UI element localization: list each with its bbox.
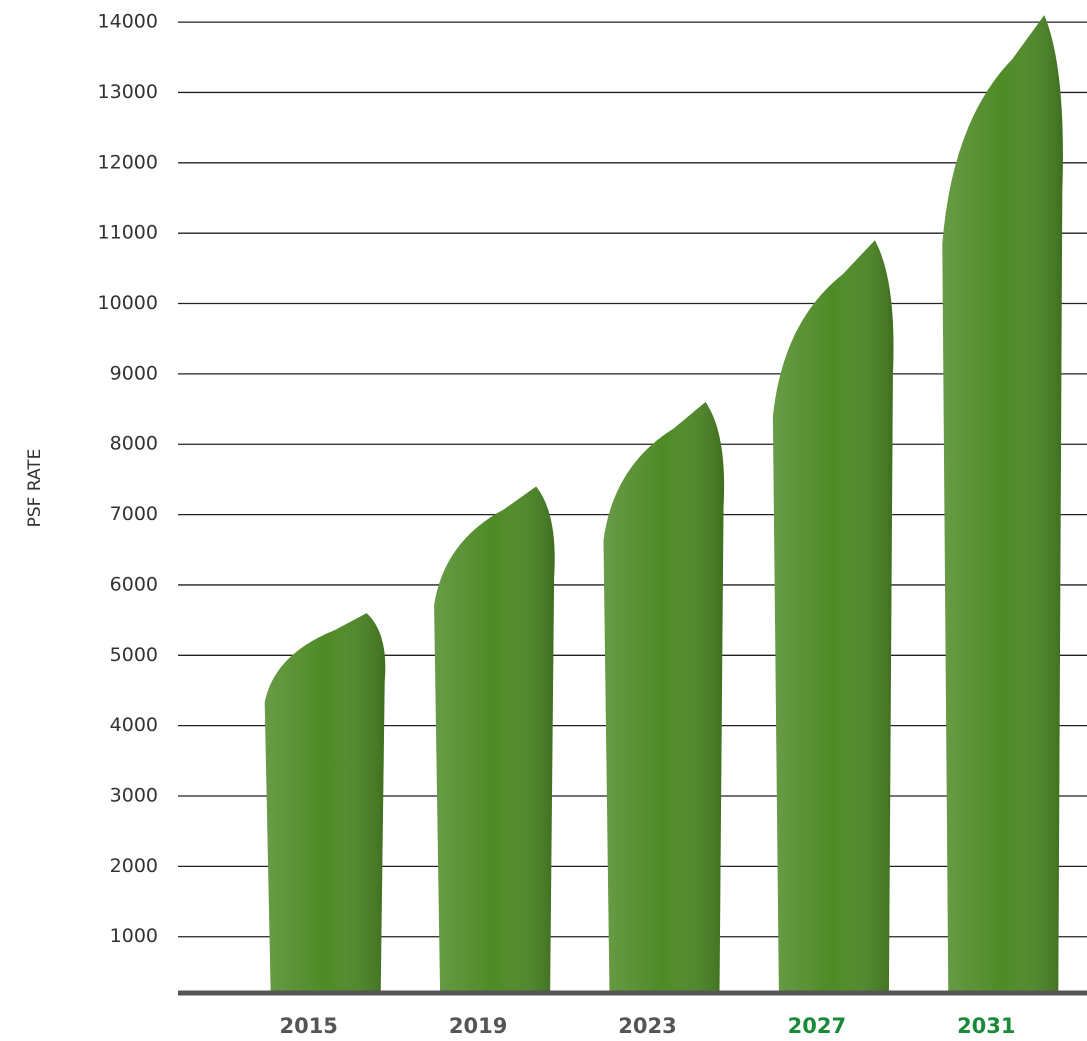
y-tick-label: 2000: [110, 855, 158, 877]
y-tick-label: 10000: [98, 292, 158, 314]
x-tick-label: 2023: [618, 1014, 676, 1038]
bar-shade: [264, 613, 386, 993]
y-tick-label: 13000: [98, 81, 158, 103]
bar-shade: [772, 240, 894, 993]
bar-shade: [434, 486, 555, 993]
bar-shade: [603, 402, 725, 994]
x-tick-label: 2019: [449, 1014, 507, 1038]
y-tick-label: 14000: [98, 11, 158, 33]
y-tick-label: 11000: [98, 222, 158, 244]
x-tick-label: 2031: [957, 1014, 1015, 1038]
y-tick-label: 5000: [110, 644, 158, 666]
y-tick-label: 6000: [110, 573, 158, 595]
y-tick-label: 1000: [110, 925, 158, 947]
y-tick-label: 4000: [110, 714, 158, 736]
y-tick-label: 3000: [110, 785, 158, 807]
x-tick-label: 2027: [788, 1014, 846, 1038]
y-tick-label: 7000: [110, 503, 158, 525]
y-tick-label: 9000: [110, 362, 158, 384]
x-tick-label: 2015: [279, 1014, 337, 1038]
bar-shade: [942, 15, 1063, 993]
y-axis-label: PSF RATE: [25, 449, 45, 528]
y-tick-label: 8000: [110, 433, 158, 455]
y-tick-label: 12000: [98, 151, 158, 173]
